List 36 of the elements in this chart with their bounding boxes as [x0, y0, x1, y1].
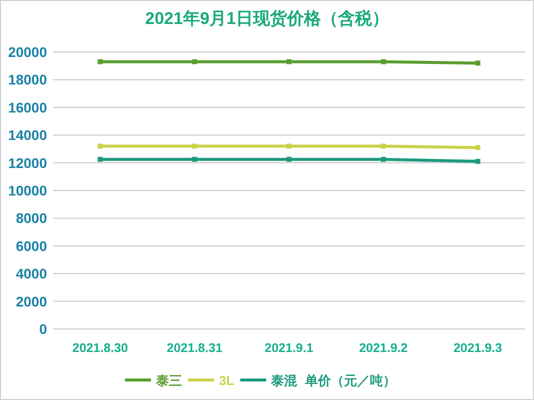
point [475, 158, 480, 164]
y-tick-label: 10000 [8, 182, 48, 198]
point [475, 60, 480, 66]
text: 单价（元／吨） [304, 373, 396, 388]
point [475, 145, 480, 150]
x-tick-label: 2021.9.3 [453, 341, 502, 355]
x-tick-label: 2021.9.2 [359, 341, 408, 355]
x-tick-label: 2021.8.30 [72, 341, 128, 355]
legend-label: 泰三 [155, 373, 182, 388]
point [380, 144, 386, 149]
point [192, 156, 198, 162]
y-tick-label: 0 [39, 321, 48, 337]
y-tick-label: 20000 [8, 44, 48, 60]
y-tick-label: 4000 [16, 266, 48, 282]
y-tick-label: 6000 [16, 238, 48, 254]
point [380, 59, 386, 64]
x-tick-label: 2021.9.1 [264, 341, 314, 355]
point [192, 144, 198, 149]
x-tick-label: 2021.8.31 [166, 341, 222, 355]
chart-title: 2021年9月1日现货价格（含税） [145, 9, 389, 28]
legend-label: 3L [219, 373, 234, 388]
y-tick-label: 2000 [16, 293, 48, 310]
point [286, 156, 292, 162]
y-tick-label: 16000 [8, 99, 48, 116]
y-tick-label: 18000 [8, 72, 48, 88]
point [98, 59, 103, 64]
point [380, 156, 386, 162]
y-tick-label: 8000 [16, 210, 48, 226]
point [98, 144, 103, 149]
point [192, 59, 198, 64]
y-tick-label: 14000 [8, 127, 48, 144]
legend-label: 泰混 [270, 373, 298, 388]
point [286, 59, 292, 64]
point [286, 144, 292, 149]
point [98, 156, 103, 162]
y-tick-label: 12000 [8, 154, 48, 171]
